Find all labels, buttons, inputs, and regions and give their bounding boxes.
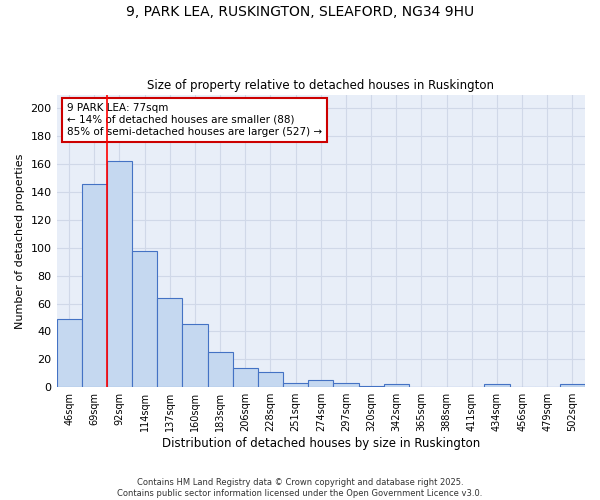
Y-axis label: Number of detached properties: Number of detached properties [15, 153, 25, 328]
Bar [484, 384, 509, 387]
Bar [208, 352, 233, 387]
Bar [334, 383, 359, 387]
Bar [107, 162, 132, 387]
Title: Size of property relative to detached houses in Ruskington: Size of property relative to detached ho… [147, 79, 494, 92]
Text: Contains HM Land Registry data © Crown copyright and database right 2025.
Contai: Contains HM Land Registry data © Crown c… [118, 478, 482, 498]
X-axis label: Distribution of detached houses by size in Ruskington: Distribution of detached houses by size … [161, 437, 480, 450]
Text: 9, PARK LEA, RUSKINGTON, SLEAFORD, NG34 9HU: 9, PARK LEA, RUSKINGTON, SLEAFORD, NG34 … [126, 5, 474, 19]
Bar [308, 380, 334, 387]
Bar [258, 372, 283, 387]
Bar [56, 319, 82, 387]
Bar [182, 324, 208, 387]
Text: 9 PARK LEA: 77sqm
← 14% of detached houses are smaller (88)
85% of semi-detached: 9 PARK LEA: 77sqm ← 14% of detached hous… [67, 104, 322, 136]
Bar [132, 250, 157, 387]
Bar [383, 384, 409, 387]
Bar [157, 298, 182, 387]
Bar [233, 368, 258, 387]
Bar [359, 386, 383, 387]
Bar [82, 184, 107, 387]
Bar [283, 383, 308, 387]
Bar [560, 384, 585, 387]
